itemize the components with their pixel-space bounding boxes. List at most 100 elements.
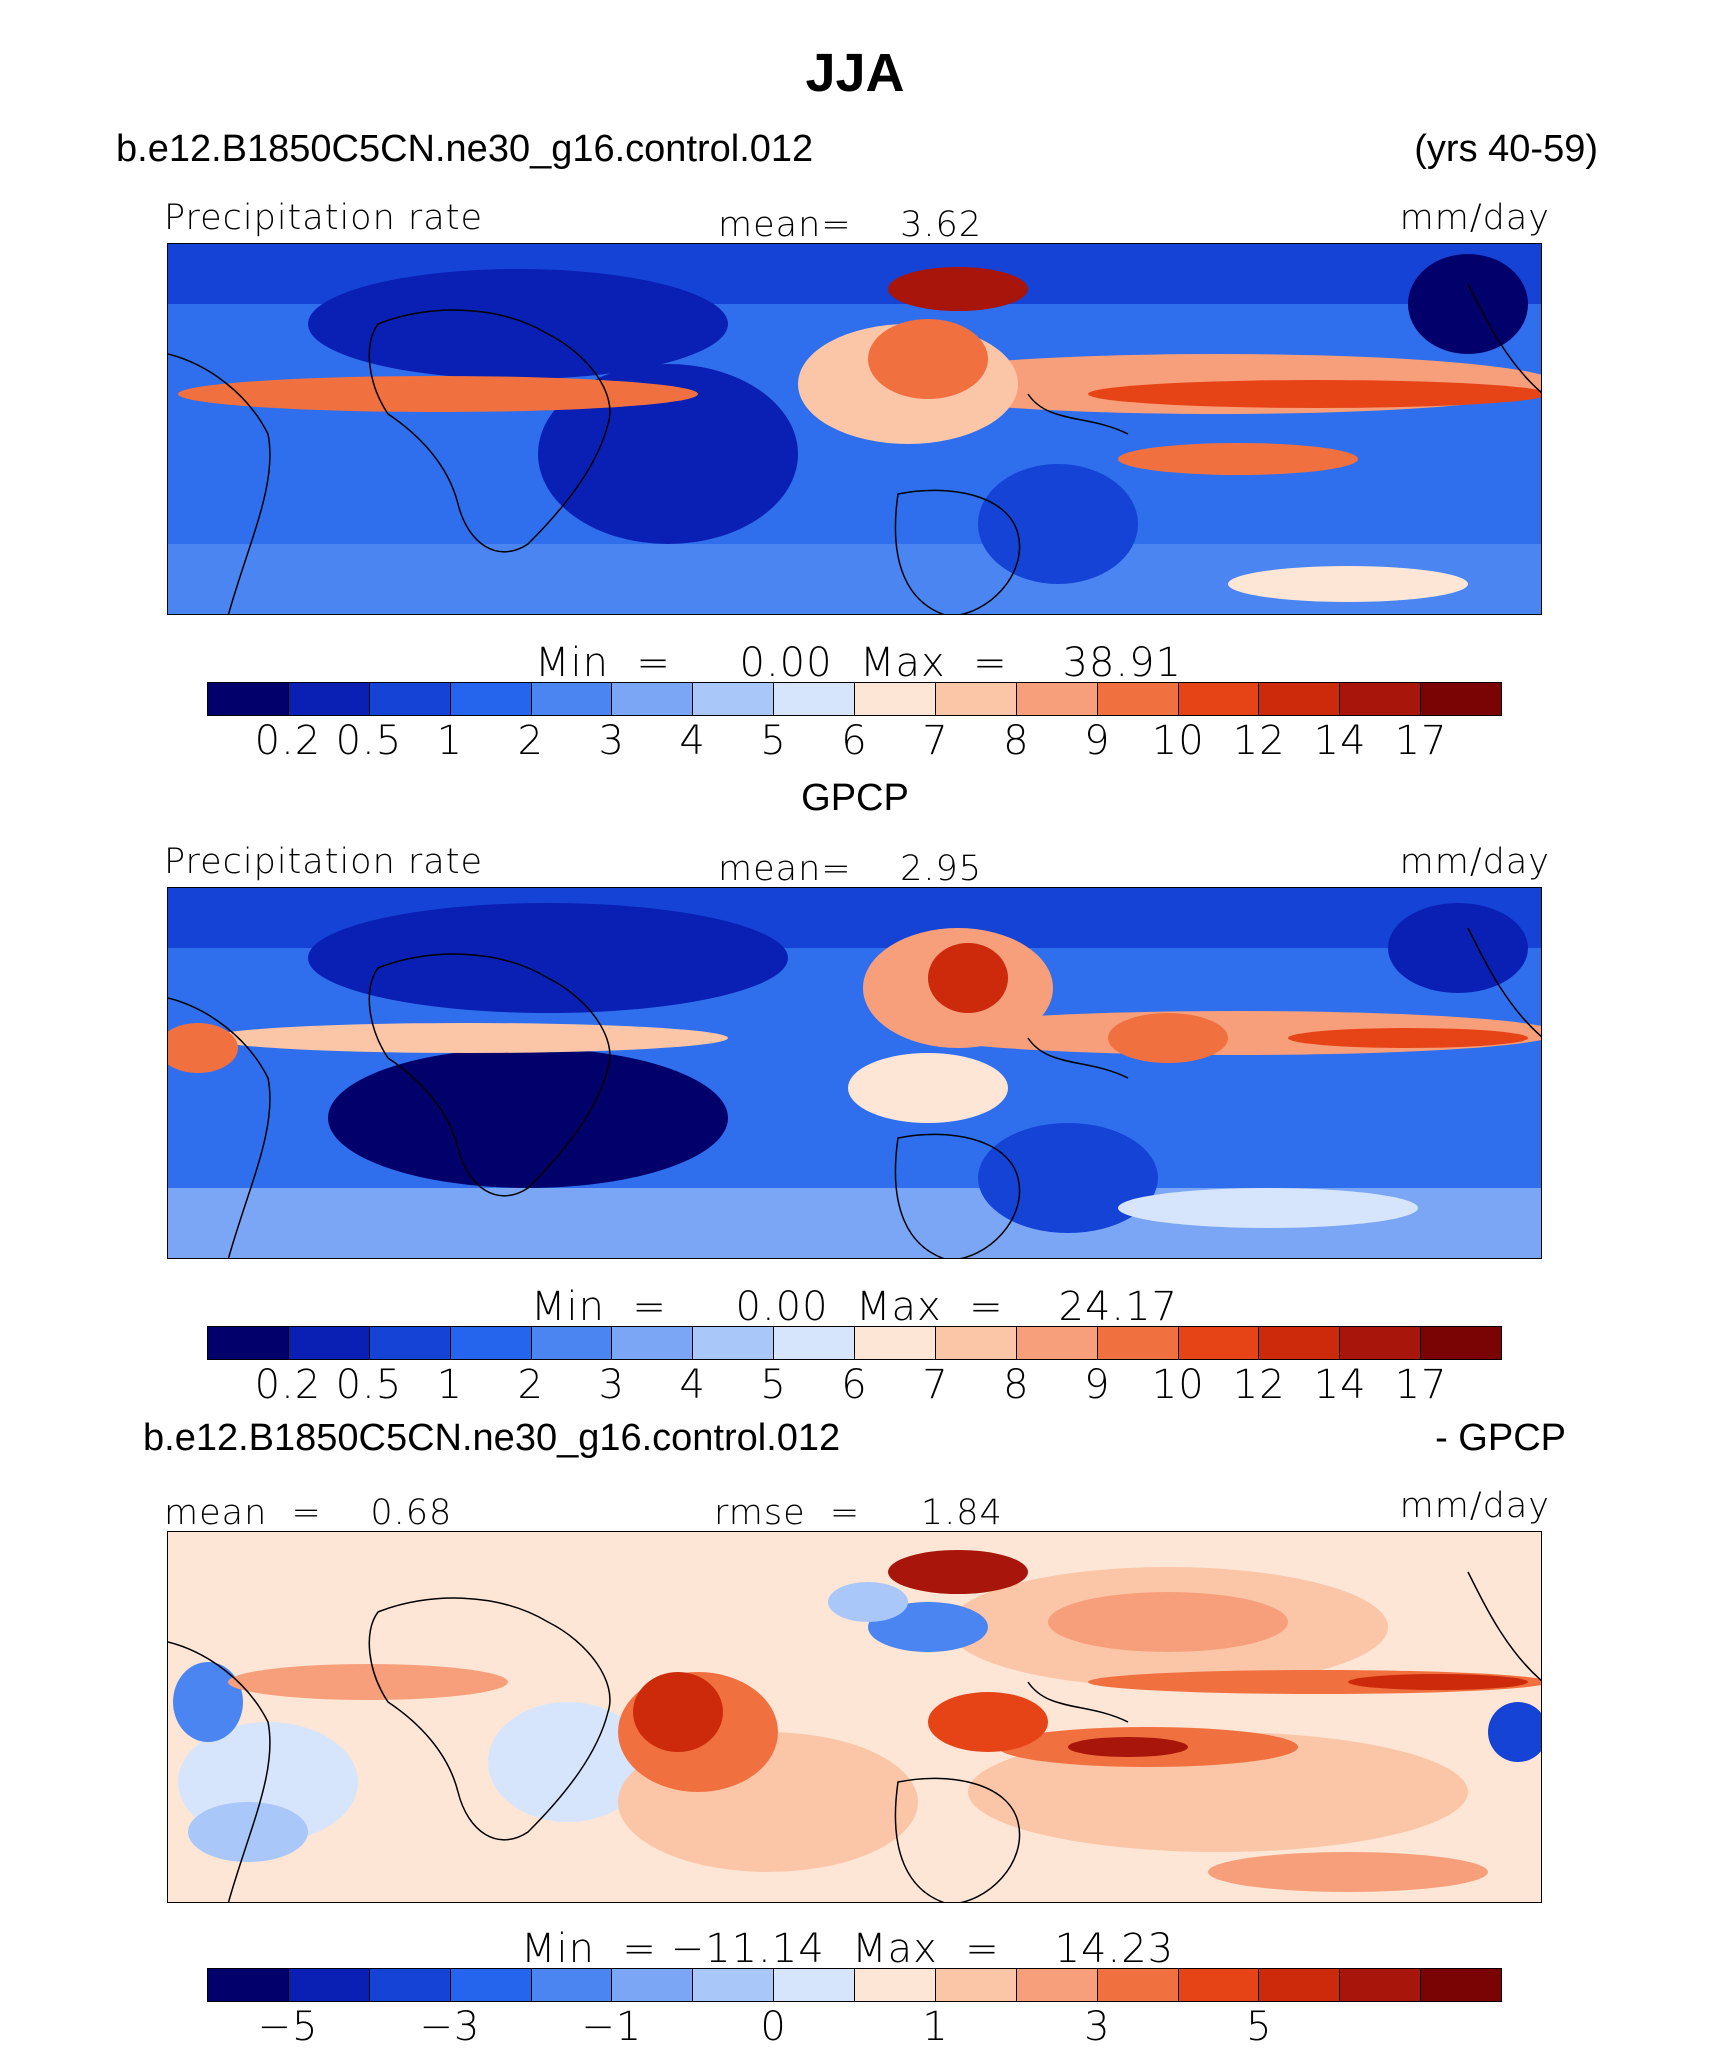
colorbar-box bbox=[1016, 1969, 1098, 2001]
colorbar-box bbox=[1421, 1327, 1501, 1359]
case-name: b.e12.B1850C5CN.ne30_g16.control.012 bbox=[116, 128, 814, 170]
colorbar-tick-label: 8 bbox=[1003, 1362, 1030, 1408]
colorbar-tick-label: 9 bbox=[1084, 718, 1111, 764]
colorbar-box bbox=[1259, 683, 1341, 715]
colorbar-tick-label: 7 bbox=[922, 718, 949, 764]
colorbar-tick-label: 0.5 bbox=[335, 1362, 403, 1408]
colorbar-tick-label: 0.2 bbox=[254, 1362, 322, 1408]
colorbar-box bbox=[450, 1969, 532, 2001]
colorbar-tick-label: 10 bbox=[1151, 1362, 1205, 1408]
colorbar-box bbox=[208, 1327, 289, 1359]
colorbar-box bbox=[855, 1327, 936, 1359]
panel3-header-right: - GPCP bbox=[1435, 1417, 1566, 1459]
colorbar-box bbox=[1016, 1327, 1098, 1359]
panel3-minmax: Min = −11.14 Max = 14.23 bbox=[521, 1926, 1175, 1972]
panel1-units-label: mm/day bbox=[1399, 198, 1550, 238]
colorbar-box bbox=[288, 1969, 370, 2001]
colorbar-tick-label: 3 bbox=[598, 1362, 625, 1408]
panel2-header: GPCP bbox=[801, 777, 909, 819]
colorbar-tick-label: 17 bbox=[1394, 1362, 1448, 1408]
panel3-units-label: mm/day bbox=[1399, 1486, 1550, 1526]
colorbar-tick-label: 14 bbox=[1313, 1362, 1367, 1408]
colorbar-box bbox=[1259, 1327, 1341, 1359]
colorbar-tick-label: 0.2 bbox=[254, 718, 322, 764]
colorbar-box bbox=[855, 1969, 936, 2001]
colorbar-box bbox=[612, 1969, 694, 2001]
panel3-colorbar bbox=[207, 1968, 1502, 2002]
colorbar-box bbox=[774, 683, 855, 715]
colorbar-tick-label: −5 bbox=[257, 2004, 319, 2050]
panel2-colorbar-ticks: 0.2 0.5 1 2 3 4 5 6 7 8 9 10 12 14 17 bbox=[207, 1362, 1502, 1410]
colorbar-box bbox=[1097, 683, 1179, 715]
panel1-colorbar-ticks: 0.2 0.5 1 2 3 4 5 6 7 8 9 10 12 14 17 bbox=[207, 718, 1502, 766]
colorbar-box bbox=[1421, 1969, 1501, 2001]
colorbar-box bbox=[450, 1327, 532, 1359]
colorbar-box bbox=[612, 683, 694, 715]
colorbar-box bbox=[288, 1327, 370, 1359]
panel1-colorbar bbox=[207, 682, 1502, 716]
colorbar-tick-label: 3 bbox=[598, 718, 625, 764]
panel3-map-field bbox=[168, 1532, 1541, 1902]
colorbar-box bbox=[1421, 683, 1501, 715]
colorbar-tick-label: −3 bbox=[419, 2004, 481, 2050]
colorbar-tick-label: 12 bbox=[1232, 718, 1286, 764]
colorbar-box bbox=[1016, 683, 1098, 715]
colorbar-box bbox=[935, 1969, 1017, 2001]
colorbar-box bbox=[1097, 1327, 1179, 1359]
colorbar-tick-label: 6 bbox=[841, 718, 868, 764]
colorbar-tick-label: 6 bbox=[841, 1362, 868, 1408]
colorbar-tick-label: 9 bbox=[1084, 1362, 1111, 1408]
colorbar-tick-label: 4 bbox=[679, 1362, 706, 1408]
colorbar-tick-label: 1 bbox=[436, 718, 464, 764]
colorbar-tick-label: 5 bbox=[1245, 2004, 1273, 2050]
colorbar-tick-label: 1 bbox=[436, 1362, 464, 1408]
colorbar-box bbox=[531, 1969, 613, 2001]
colorbar-box bbox=[288, 683, 370, 715]
colorbar-tick-label: 7 bbox=[922, 1362, 949, 1408]
panel1-minmax: Min = 0.00 Max = 38.91 bbox=[535, 640, 1182, 686]
panel2-left-label: Precipitation rate bbox=[164, 842, 483, 882]
colorbar-tick-label: 3 bbox=[1084, 2004, 1111, 2050]
colorbar-tick-label: 5 bbox=[760, 718, 787, 764]
colorbar-box bbox=[369, 683, 451, 715]
colorbar-box bbox=[1097, 1969, 1179, 2001]
colorbar-tick-label: 1 bbox=[922, 2004, 949, 2050]
panel3-rmse-label: rmse = 1.84 bbox=[714, 1493, 1003, 1533]
colorbar-box bbox=[855, 683, 936, 715]
colorbar-box bbox=[1178, 1969, 1260, 2001]
colorbar-tick-label: 4 bbox=[679, 718, 706, 764]
panel2-map bbox=[167, 887, 1542, 1259]
panel1-map-field bbox=[168, 244, 1541, 614]
colorbar-box bbox=[935, 1327, 1017, 1359]
panel2-map-field bbox=[168, 888, 1541, 1258]
colorbar-box bbox=[531, 683, 613, 715]
panel3-mean-label: mean = 0.68 bbox=[164, 1493, 453, 1533]
colorbar-box bbox=[208, 1969, 289, 2001]
panel3-map bbox=[167, 1531, 1542, 1903]
panel3-header-left: b.e12.B1850C5CN.ne30_g16.control.012 bbox=[143, 1417, 841, 1459]
panel1-mean-label: mean= 3.62 bbox=[718, 205, 983, 245]
figure-title: JJA bbox=[805, 43, 905, 103]
colorbar-tick-label: 10 bbox=[1151, 718, 1205, 764]
colorbar-tick-label: 14 bbox=[1313, 718, 1367, 764]
panel3-colorbar-ticks: −5 −3 −1 0 1 3 5 bbox=[207, 2004, 1502, 2052]
years-label: (yrs 40-59) bbox=[1414, 128, 1598, 170]
panel2-mean-label: mean= 2.95 bbox=[718, 849, 983, 889]
colorbar-box bbox=[693, 1969, 775, 2001]
panel1-map bbox=[167, 243, 1542, 615]
colorbar-tick-label: 2 bbox=[517, 1362, 544, 1408]
colorbar-tick-label: 12 bbox=[1232, 1362, 1286, 1408]
colorbar-tick-label: 5 bbox=[760, 1362, 787, 1408]
colorbar-tick-label: 0.5 bbox=[335, 718, 403, 764]
colorbar-box bbox=[693, 683, 775, 715]
colorbar-box bbox=[935, 683, 1017, 715]
colorbar-box bbox=[1340, 683, 1422, 715]
colorbar-box bbox=[1178, 1327, 1260, 1359]
colorbar-box bbox=[208, 683, 289, 715]
colorbar-tick-label: 2 bbox=[517, 718, 544, 764]
colorbar-box bbox=[612, 1327, 694, 1359]
colorbar-box bbox=[774, 1969, 855, 2001]
colorbar-box bbox=[369, 1969, 451, 2001]
colorbar-tick-label: 0 bbox=[760, 2004, 787, 2050]
colorbar-box bbox=[1340, 1327, 1422, 1359]
